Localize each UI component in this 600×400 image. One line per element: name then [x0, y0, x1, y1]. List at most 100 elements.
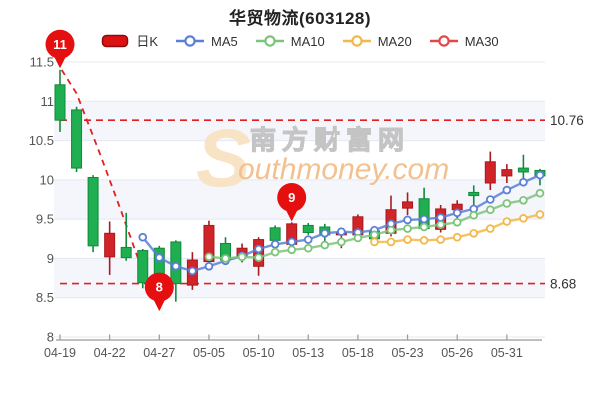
ma-point	[403, 235, 412, 244]
ma-point	[386, 225, 396, 235]
ma-point	[155, 253, 164, 262]
candle	[302, 223, 314, 235]
candle	[104, 221, 116, 275]
ma-point	[436, 220, 445, 229]
x-tick-label: 05-05	[193, 346, 225, 360]
page-title: 华贸物流(603128)	[228, 9, 372, 28]
ma-point	[353, 233, 363, 243]
ma-line-icon	[255, 35, 284, 47]
ma-point	[138, 232, 148, 242]
pin-label: 9	[288, 190, 295, 205]
ma-point	[502, 185, 512, 195]
ma-point	[386, 237, 396, 247]
candle	[468, 185, 480, 205]
candle-body	[302, 224, 314, 234]
candle-body	[120, 246, 132, 259]
ma-point	[419, 214, 429, 224]
watermark-cn-text: 南方财富网	[250, 125, 410, 155]
legend-item-label: MA20	[377, 33, 412, 49]
candle-body	[269, 227, 281, 241]
ma-point	[519, 195, 528, 205]
ma-point	[303, 243, 313, 253]
ma-point	[370, 237, 379, 247]
ma-point	[287, 237, 297, 247]
legend-item-kline[interactable]: 日K	[101, 34, 158, 48]
candle	[120, 212, 132, 261]
y-tick-label: 8.5	[36, 290, 54, 305]
ma-point	[419, 222, 429, 232]
candle-body	[468, 191, 480, 197]
x-tick-label: 05-26	[441, 346, 473, 360]
ma-point	[452, 232, 462, 242]
ma-point	[320, 228, 330, 238]
y-tick-label: 10.5	[29, 133, 54, 148]
ma-point	[436, 235, 445, 244]
candle-body	[104, 232, 116, 258]
ma-point	[237, 252, 247, 262]
legend-item-ma30[interactable]: MA30	[429, 33, 499, 49]
ma-point	[254, 244, 263, 254]
ma-point	[403, 215, 412, 225]
legend-item-label: MA5	[211, 33, 238, 49]
x-tick-label: 04-27	[143, 346, 175, 360]
pin-bubble	[45, 29, 75, 59]
ma-point	[535, 210, 545, 219]
ma-point	[270, 247, 280, 257]
ma-point	[485, 205, 495, 215]
ma-point	[303, 235, 313, 244]
candle-body	[87, 177, 99, 247]
candle-body	[137, 250, 149, 284]
ma-point	[337, 227, 346, 237]
ma-point	[502, 199, 512, 208]
ma-point	[221, 254, 230, 263]
kline-swatch-icon	[102, 34, 129, 48]
legend-item-ma20[interactable]: MA20	[342, 33, 412, 49]
y-tick-label: 8	[47, 330, 54, 345]
ma-line-icon	[429, 35, 458, 47]
candle-body	[517, 167, 529, 173]
y-tick-label: 11	[41, 94, 55, 109]
legend-item-label: MA10	[290, 33, 325, 49]
candle	[54, 69, 66, 132]
legend-item-label: MA30	[464, 33, 499, 49]
candle	[484, 151, 496, 191]
y-tick-label: 9	[47, 251, 54, 266]
legend-item-ma10[interactable]: MA10	[255, 33, 325, 49]
x-tick-label: 05-10	[243, 346, 275, 360]
ma-point	[519, 214, 528, 223]
ma-point	[204, 261, 214, 271]
watermark-logo-letter: S	[196, 113, 251, 204]
candle-body	[501, 169, 513, 177]
candle-body	[71, 109, 83, 169]
legend-item-ma5[interactable]: MA5	[176, 34, 238, 48]
pin-bubble	[277, 183, 307, 212]
legend: 日K MA5 MA10 MA20 MA30	[0, 34, 600, 48]
pin-bubble	[144, 272, 174, 302]
x-tick-label: 05-31	[491, 346, 523, 360]
ma-point	[452, 217, 462, 227]
ma-point	[436, 213, 445, 222]
candle-body	[203, 224, 215, 263]
y-tick-label: 9.5	[36, 212, 54, 227]
candle-body	[402, 201, 414, 209]
y-tick-label: 10	[40, 172, 54, 187]
ma-line-icon	[342, 35, 371, 47]
ma-point	[171, 261, 181, 271]
candle-body	[54, 84, 66, 121]
ma-point	[469, 210, 479, 220]
ma-point	[287, 245, 297, 255]
ma-line-icon	[176, 35, 205, 47]
ma-point	[535, 188, 545, 198]
ma-point	[270, 239, 280, 249]
ma-point	[419, 236, 429, 245]
reference-line-high-label: 10.76	[550, 113, 584, 128]
price-marker-pin: 11	[45, 29, 75, 69]
candle	[87, 175, 99, 253]
candle-body	[484, 161, 496, 184]
candle	[402, 192, 414, 216]
ma-point	[370, 230, 379, 240]
grid-band	[54, 258, 545, 298]
